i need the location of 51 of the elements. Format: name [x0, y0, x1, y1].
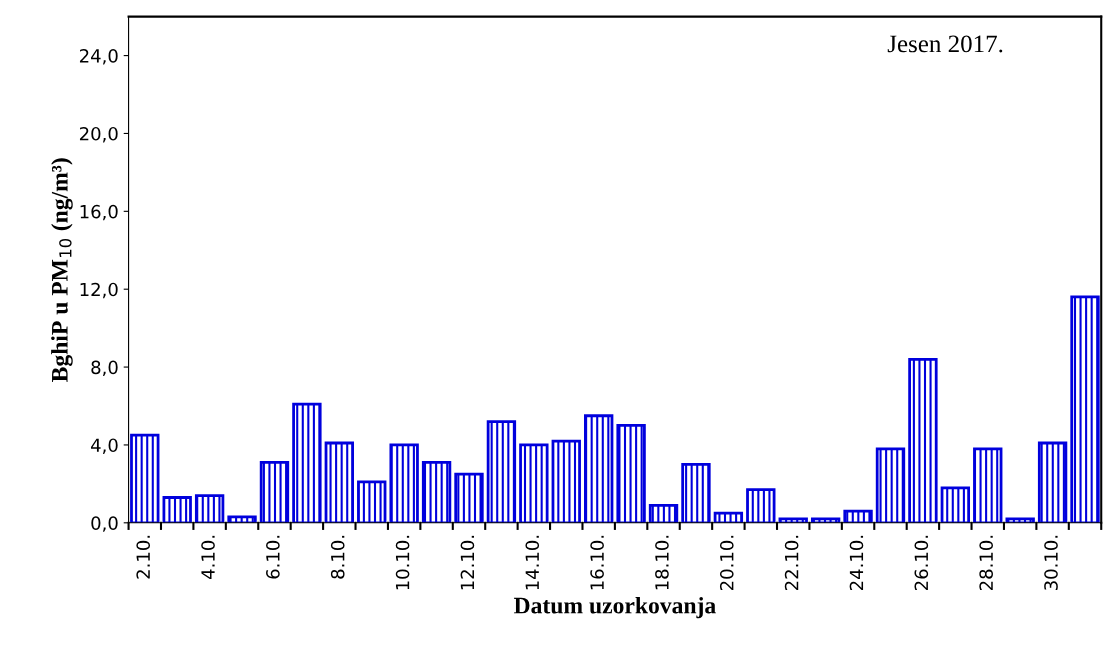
x-tick-label: 28.10.: [979, 535, 993, 591]
x-tick-label: 8.10.: [330, 535, 345, 579]
bar: [875, 447, 906, 523]
bar: [973, 447, 1003, 523]
bar: [389, 443, 419, 523]
y-axis-title: BghiP u PM$_{10}$ (ng/m³): [51, 158, 73, 382]
bar: [454, 472, 484, 523]
bar: [519, 443, 549, 523]
bar: [421, 461, 452, 523]
bar: [616, 424, 646, 523]
x-tick-label: 20.10.: [719, 535, 734, 591]
y-tick-label: 12,0: [80, 282, 118, 299]
x-tick-label: 4.10.: [201, 535, 215, 579]
x-tick-label: 22.10.: [784, 535, 799, 591]
y-tick-label: 24,0: [79, 49, 118, 65]
x-tick-label: 18.10.: [655, 535, 669, 590]
bar: [194, 494, 225, 523]
bar: [551, 439, 581, 523]
y-tick-label: 16,0: [80, 204, 118, 221]
bar: [1070, 295, 1100, 523]
bar: [292, 402, 322, 523]
x-tick-label: 16.10.: [590, 535, 604, 590]
bar: [843, 509, 873, 523]
x-tick-label: 30.10.: [1044, 535, 1058, 590]
x-tick-label: 24.10.: [849, 535, 864, 591]
bar: [357, 480, 387, 523]
bar: [681, 463, 711, 523]
bar: [908, 357, 938, 523]
bar: [486, 420, 517, 523]
x-axis-title: Datum uzorkovanja: [513, 596, 716, 619]
x-tick-label: 14.10.: [525, 535, 540, 590]
annotation: Jesen 2017.: [887, 35, 1003, 53]
x-tick-label: 26.10.: [914, 535, 929, 591]
x-tick-label: 12.10.: [460, 535, 475, 590]
bar: [259, 461, 290, 523]
bar: [713, 511, 744, 523]
y-tick-label: 8,0: [91, 360, 118, 377]
y-tick-label: 20,0: [79, 126, 118, 143]
bar: [648, 503, 679, 523]
x-tick-label: 10.10.: [395, 535, 410, 590]
bar: [940, 486, 971, 523]
x-tick-label: 6.10.: [266, 535, 280, 579]
x-tick-label: 2.10.: [136, 535, 151, 579]
y-tick-label: 4,0: [91, 438, 118, 454]
bar: [584, 414, 614, 523]
bar: [162, 496, 192, 523]
y-tick-label: 0,0: [91, 516, 118, 532]
bar: [324, 441, 354, 523]
bar: [130, 433, 160, 523]
bar: [746, 488, 776, 523]
bar: [1037, 441, 1068, 523]
